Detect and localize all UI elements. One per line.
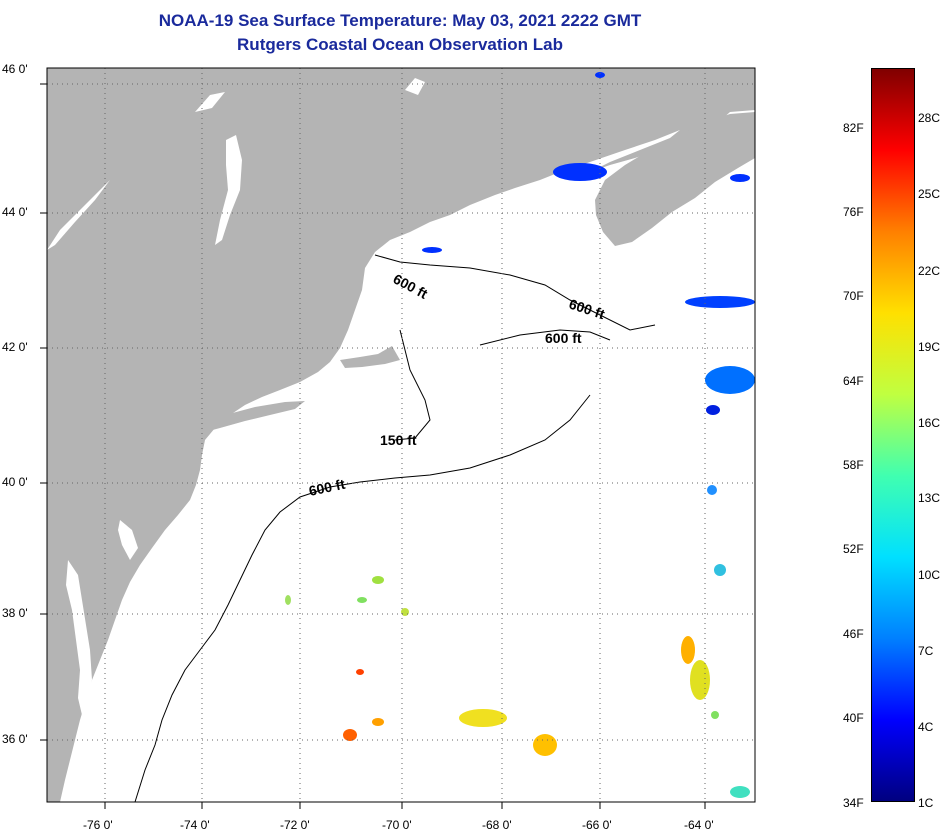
chart-subtitle: Rutgers Coastal Ocean Observation Lab — [237, 35, 563, 54]
sst-patch — [422, 247, 442, 253]
sst-patch — [711, 711, 719, 719]
sst-patch — [356, 669, 364, 675]
colorbar-c-label: 16C — [918, 416, 941, 430]
tick-marks — [40, 83, 706, 809]
isobath-label: 600 ft — [545, 330, 582, 346]
long-island — [200, 401, 305, 432]
isobath-label: 600 ft — [307, 476, 346, 499]
sst-patch — [707, 485, 717, 495]
map-frame — [46, 67, 756, 803]
colorbar-f-label: 58F — [843, 458, 864, 472]
lat-label: 36 0' — [2, 732, 28, 746]
sst-patch — [372, 718, 384, 726]
sst-patch — [372, 576, 384, 584]
lake-champlain — [215, 135, 242, 245]
sst-patch — [685, 296, 755, 308]
nova-scotia — [595, 112, 755, 246]
lon-label: -72 0' — [280, 818, 310, 832]
sst-patch — [553, 163, 607, 181]
lon-label: -66 0' — [582, 818, 612, 832]
grid-lines — [47, 68, 755, 802]
colorbar-f-label: 70F — [843, 289, 864, 303]
sst-patch — [706, 405, 720, 415]
sst-patch — [595, 72, 605, 78]
lake-ontario — [47, 180, 110, 250]
colorbar-c-label: 28C — [918, 111, 941, 125]
colorbar-f-label: 34F — [843, 796, 864, 810]
lon-label: -74 0' — [180, 818, 210, 832]
sst-patch — [714, 564, 726, 576]
sst-patch — [401, 608, 409, 616]
sst-patch — [533, 734, 557, 756]
colorbar-f-label: 76F — [843, 205, 864, 219]
colorbar — [871, 68, 915, 802]
colorbar-f-label: 52F — [843, 542, 864, 556]
chart-title: NOAA-19 Sea Surface Temperature: May 03,… — [158, 11, 642, 30]
lon-label: -76 0' — [83, 818, 113, 832]
lat-label: 42 0' — [2, 340, 28, 354]
sst-patch — [343, 729, 357, 741]
delaware-bay — [118, 520, 138, 560]
chesapeake-bay — [66, 560, 92, 715]
cape-cod — [340, 346, 400, 368]
lat-label: 44 0' — [2, 205, 28, 219]
sst-patch — [285, 595, 291, 605]
colorbar-c-label: 19C — [918, 340, 941, 354]
sst-patch — [705, 366, 755, 394]
isobath-600ft-gulf — [374, 254, 656, 346]
lat-label: 38 0' — [2, 606, 28, 620]
lake-a — [195, 92, 225, 112]
colorbar-c-label: 25C — [918, 187, 941, 201]
lon-label: -68 0' — [482, 818, 512, 832]
isobath-150ft — [394, 329, 431, 441]
colorbar-c-label: 13C — [918, 491, 941, 505]
colorbar-c-label: 7C — [918, 644, 934, 658]
sst-patch — [690, 660, 710, 700]
colorbar-f-label: 46F — [843, 627, 864, 641]
colorbar-f-label: 82F — [843, 121, 864, 135]
lat-label: 46 0' — [2, 62, 28, 76]
sst-patch — [357, 597, 367, 603]
sst-patch — [459, 709, 507, 727]
sst-patch — [730, 174, 750, 182]
sst-patches — [285, 72, 755, 798]
sst-patch — [730, 786, 750, 798]
lat-label: 40 0' — [2, 475, 28, 489]
lon-label: -70 0' — [382, 818, 412, 832]
colorbar-f-label: 40F — [843, 711, 864, 725]
colorbar-c-label: 4C — [918, 720, 934, 734]
colorbar-f-label: 64F — [843, 374, 864, 388]
isobath-label: 150 ft — [380, 432, 417, 448]
colorbar-c-label: 1C — [918, 796, 934, 810]
lake-b — [405, 78, 425, 95]
colorbar-c-label: 22C — [918, 264, 941, 278]
lon-label: -64 0' — [684, 818, 714, 832]
colorbar-c-label: 10C — [918, 568, 941, 582]
sst-patch — [681, 636, 695, 664]
isobath-600ft-shelf — [134, 394, 591, 803]
land-mass — [47, 68, 755, 802]
